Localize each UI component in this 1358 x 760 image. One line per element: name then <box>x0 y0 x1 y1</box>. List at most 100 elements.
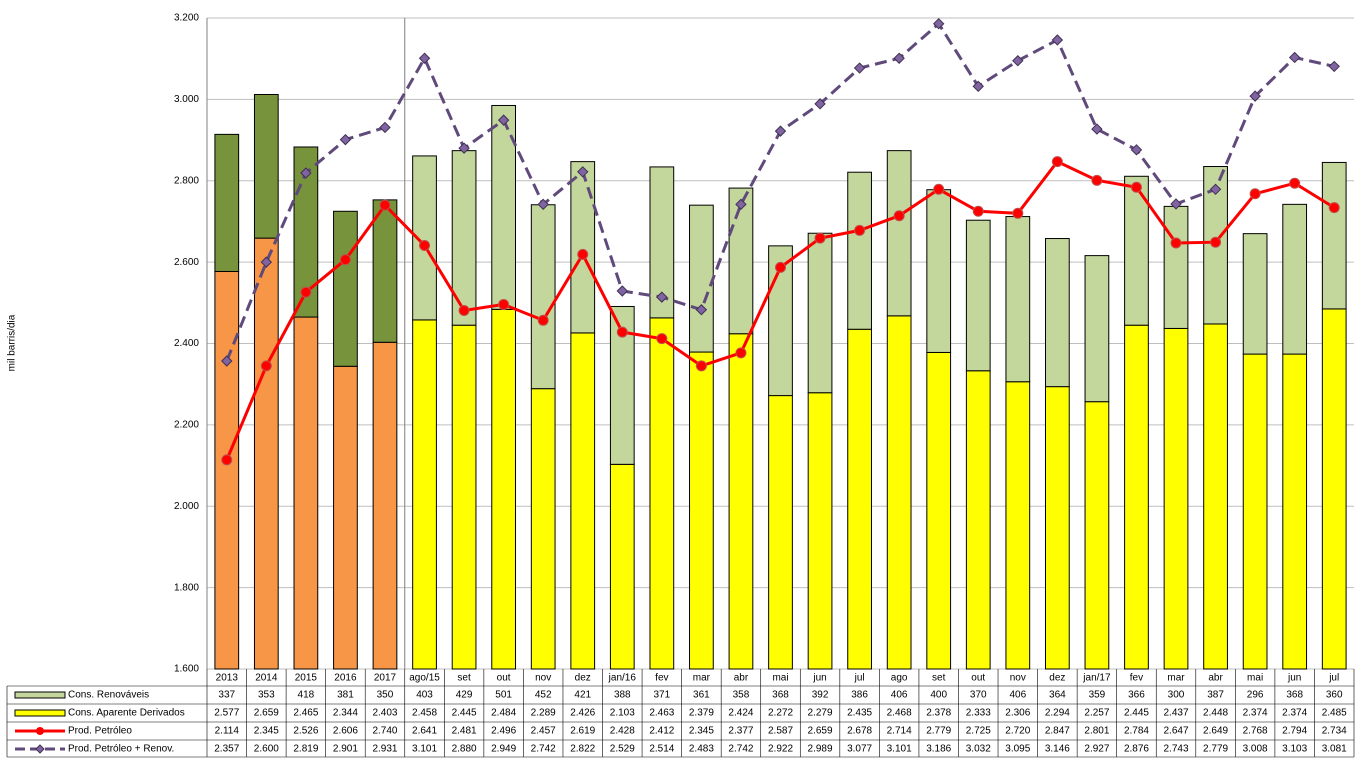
x-tick-label: mar <box>693 673 711 684</box>
marker <box>735 198 747 211</box>
table-value: 2.876 <box>1124 744 1149 755</box>
y-tick-label: 2.200 <box>174 420 199 431</box>
table-value: 2.768 <box>1243 726 1268 737</box>
x-tick-label: dez <box>575 673 591 684</box>
table-value: 2.357 <box>214 744 239 755</box>
table-value: 3.095 <box>1005 744 1030 755</box>
table-value: 2.445 <box>1124 708 1149 719</box>
table-value: 2.496 <box>491 726 516 737</box>
legend-label: Cons. Renováveis <box>68 690 149 701</box>
table-value: 2.344 <box>333 708 358 719</box>
table-value: 2.600 <box>254 744 279 755</box>
marker <box>1051 34 1064 46</box>
marker <box>814 98 826 110</box>
marker <box>458 305 470 317</box>
table-value: 2.483 <box>689 744 714 755</box>
y-tick-label: 3.200 <box>174 13 199 24</box>
marker <box>339 254 351 266</box>
bar <box>1163 327 1189 670</box>
table-value: 2.514 <box>649 744 674 755</box>
bar <box>1084 401 1110 670</box>
bar <box>689 351 714 670</box>
table-value: 403 <box>416 690 433 701</box>
marker <box>379 199 391 211</box>
table-value: 2.114 <box>215 726 240 737</box>
marker <box>775 261 786 273</box>
marker <box>1328 60 1340 73</box>
table-value: 2.659 <box>254 708 279 719</box>
x-tick-label: nov <box>535 673 551 684</box>
table-value: 2.458 <box>412 708 437 719</box>
table-value: 2.742 <box>728 744 753 755</box>
bar <box>807 392 833 670</box>
marker <box>300 167 312 179</box>
x-tick-label: 2015 <box>295 673 318 684</box>
marker <box>577 166 589 178</box>
marker <box>893 52 905 64</box>
bar <box>926 189 952 353</box>
x-tick-label: set <box>932 673 946 684</box>
table-value: 2.103 <box>610 708 635 719</box>
table-value: 386 <box>851 690 868 701</box>
table-value: 2.847 <box>1045 726 1070 737</box>
table-value: 2.257 <box>1084 708 1109 719</box>
marker <box>1249 90 1261 102</box>
legend-label: Cons. Aparente Derivados <box>68 708 185 719</box>
x-tick-label: dez <box>1049 673 1065 684</box>
bar <box>412 319 437 670</box>
table-value: 2.641 <box>412 726 437 737</box>
bar <box>926 351 952 670</box>
bar <box>1203 323 1228 670</box>
y-tick-label: 2.400 <box>174 338 199 349</box>
table-value: 337 <box>218 690 235 701</box>
table-value: 400 <box>930 690 947 701</box>
table-value: 421 <box>574 690 591 701</box>
bar <box>609 305 635 465</box>
table-value: 361 <box>693 690 710 701</box>
legend-key <box>14 691 66 699</box>
bar <box>1282 203 1308 355</box>
bar <box>609 463 635 670</box>
marker <box>418 52 431 64</box>
table-value: 2.345 <box>689 726 714 737</box>
marker <box>853 62 866 74</box>
table-value: 366 <box>1128 690 1145 701</box>
marker <box>1012 55 1024 67</box>
x-tick-label: abr <box>1208 673 1223 684</box>
marker <box>695 304 708 316</box>
marker <box>616 326 628 338</box>
table-value: 2.272 <box>768 708 793 719</box>
marker <box>656 291 668 303</box>
bar <box>1044 386 1070 670</box>
bar <box>728 187 754 335</box>
marker <box>1012 207 1024 219</box>
marker <box>1288 51 1301 64</box>
marker <box>774 125 787 137</box>
x-tick-label: jul <box>1328 673 1339 684</box>
x-tick-label: out <box>971 673 985 684</box>
bar <box>965 219 991 372</box>
y-tick-label: 1.800 <box>174 582 199 593</box>
bar <box>1005 381 1031 670</box>
table-value: 2.484 <box>491 708 516 719</box>
bar <box>293 316 319 670</box>
table-value: 381 <box>337 690 354 701</box>
table-value: 2.437 <box>1164 708 1189 719</box>
table-value: 2.448 <box>1203 708 1228 719</box>
bar <box>530 204 556 390</box>
table-value: 2.949 <box>491 744 516 755</box>
table-value: 2.880 <box>452 744 477 755</box>
legend-key <box>35 744 45 754</box>
table-value: 2.435 <box>847 708 872 719</box>
x-tick-label: jan/16 <box>608 673 637 684</box>
marker <box>537 198 549 211</box>
x-tick-label: abr <box>734 673 749 684</box>
bar <box>649 317 675 670</box>
bar <box>807 232 833 394</box>
table-value: 2.678 <box>847 726 872 737</box>
marker <box>735 347 747 359</box>
bar <box>333 210 358 367</box>
table-value: 2.294 <box>1045 708 1070 719</box>
bar <box>768 395 793 670</box>
